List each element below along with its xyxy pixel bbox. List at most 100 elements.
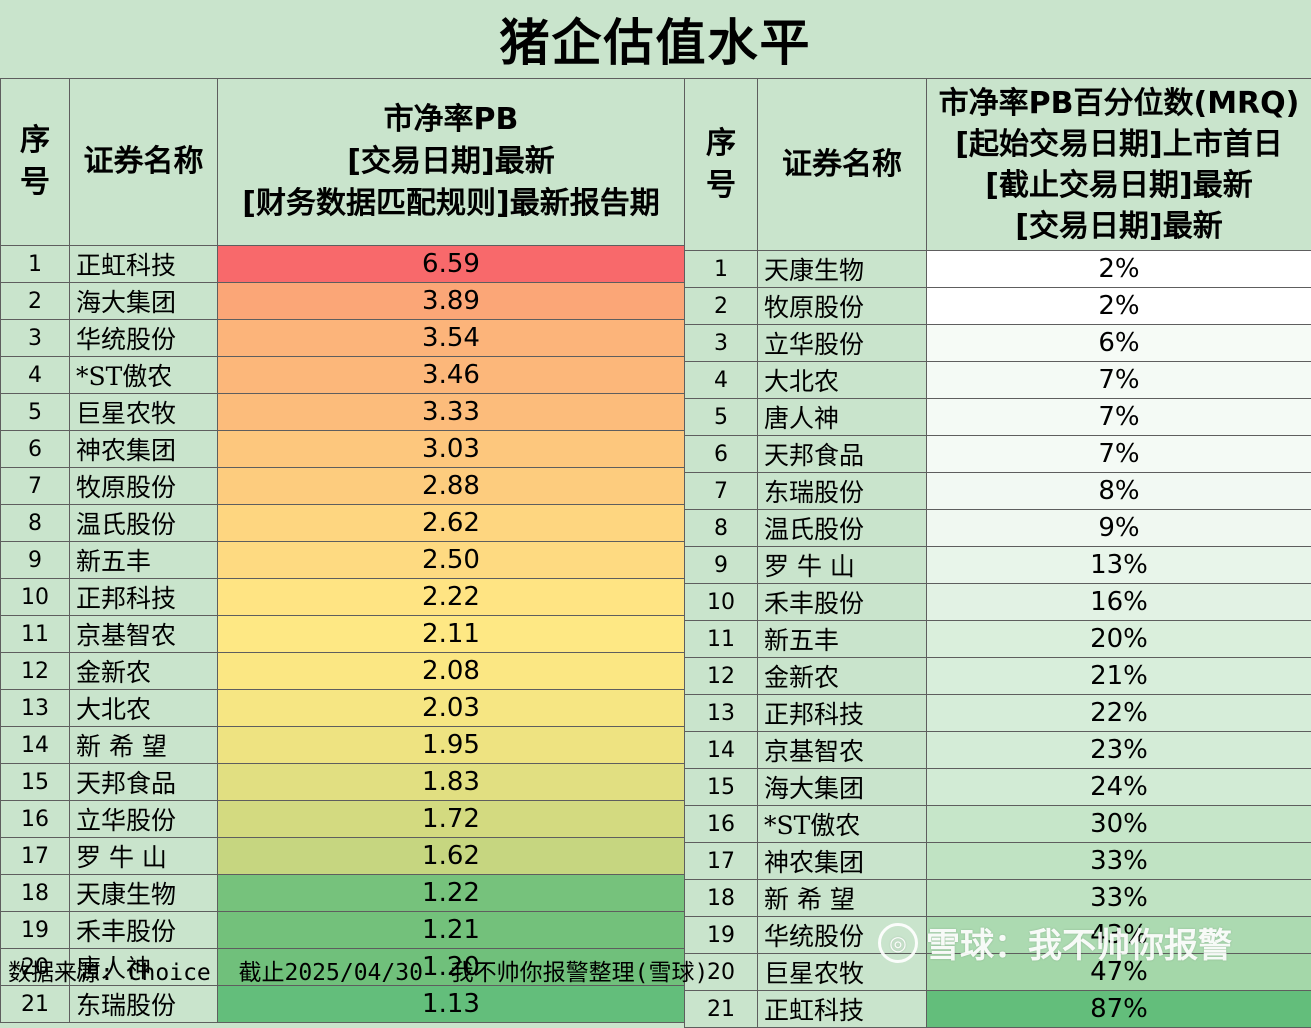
row-seq: 17: [685, 843, 758, 880]
metric-value: 2%: [927, 288, 1311, 325]
row-seq: 7: [685, 473, 758, 510]
header-name: 证券名称: [70, 79, 218, 246]
metric-value: 30%: [927, 806, 1311, 843]
security-name: 海大集团: [758, 769, 927, 806]
metric-value: 20%: [927, 621, 1311, 658]
header-metric: 市净率PB [交易日期]最新 [财务数据匹配规则]最新报告期: [218, 79, 685, 246]
metric-value: 6.59: [218, 246, 685, 283]
security-name: 天邦食品: [758, 436, 927, 473]
security-name: 正虹科技: [758, 991, 927, 1028]
watermark-text: 雪球：我不帅你报警: [926, 918, 1232, 967]
security-name: 京基智农: [758, 732, 927, 769]
metric-value: 2.08: [218, 653, 685, 690]
metric-value: 3.89: [218, 283, 685, 320]
row-seq: 5: [685, 399, 758, 436]
row-seq: 19: [1, 912, 70, 949]
row-seq: 10: [1, 579, 70, 616]
row-seq: 14: [685, 732, 758, 769]
security-name: 海大集团: [70, 283, 218, 320]
row-seq: 3: [1, 320, 70, 357]
row-seq: 7: [1, 468, 70, 505]
security-name: *ST傲农: [758, 806, 927, 843]
row-seq: 4: [1, 357, 70, 394]
security-name: 正邦科技: [70, 579, 218, 616]
row-seq: 13: [685, 695, 758, 732]
row-seq: 1: [1, 246, 70, 283]
security-name: 禾丰股份: [70, 912, 218, 949]
security-name: 牧原股份: [70, 468, 218, 505]
metric-value: 23%: [927, 732, 1311, 769]
row-seq: 5: [1, 394, 70, 431]
row-seq: 11: [685, 621, 758, 658]
security-name: 大北农: [70, 690, 218, 727]
security-name: 立华股份: [70, 801, 218, 838]
security-name: 巨星农牧: [70, 394, 218, 431]
security-name: 东瑞股份: [758, 473, 927, 510]
metric-value: 2.50: [218, 542, 685, 579]
row-seq: 16: [1, 801, 70, 838]
row-seq: 21: [1, 986, 70, 1023]
security-name: 天康生物: [758, 251, 927, 288]
metric-value: 16%: [927, 584, 1311, 621]
row-seq: 16: [685, 806, 758, 843]
row-seq: 12: [685, 658, 758, 695]
row-seq: 14: [1, 727, 70, 764]
security-name: 华统股份: [70, 320, 218, 357]
row-seq: 17: [1, 838, 70, 875]
metric-value: 2%: [927, 251, 1311, 288]
row-seq: 15: [1, 764, 70, 801]
metric-value: 33%: [927, 880, 1311, 917]
metric-value: 1.62: [218, 838, 685, 875]
header-seq: 序号: [1, 79, 70, 246]
watermark: ◎ 雪球：我不帅你报警: [878, 918, 1232, 967]
security-name: 唐人神: [758, 399, 927, 436]
metric-value: 7%: [927, 362, 1311, 399]
security-name: 正邦科技: [758, 695, 927, 732]
metric-value: 6%: [927, 325, 1311, 362]
security-name: 大北农: [758, 362, 927, 399]
metric-value: 7%: [927, 436, 1311, 473]
metric-value: 3.46: [218, 357, 685, 394]
pb-percentile-table: 序号 证券名称 市净率PB百分位数(MRQ) [起始交易日期]上市首日 [截止交…: [684, 78, 1311, 1028]
security-name: 罗 牛 山: [758, 547, 927, 584]
security-name: 东瑞股份: [70, 986, 218, 1023]
row-seq: 10: [685, 584, 758, 621]
metric-value: 3.03: [218, 431, 685, 468]
header-name: 证券名称: [758, 79, 927, 251]
row-seq: 18: [685, 880, 758, 917]
metric-value: 1.13: [218, 986, 685, 1023]
metric-value: 9%: [927, 510, 1311, 547]
row-seq: 2: [685, 288, 758, 325]
metric-value: 87%: [927, 991, 1311, 1028]
security-name: 温氏股份: [70, 505, 218, 542]
pb-table: 序号 证券名称 市净率PB [交易日期]最新 [财务数据匹配规则]最新报告期 1…: [0, 78, 685, 1023]
security-name: 新 希 望: [758, 880, 927, 917]
metric-value: 24%: [927, 769, 1311, 806]
security-name: 天康生物: [70, 875, 218, 912]
metric-value: 1.22: [218, 875, 685, 912]
